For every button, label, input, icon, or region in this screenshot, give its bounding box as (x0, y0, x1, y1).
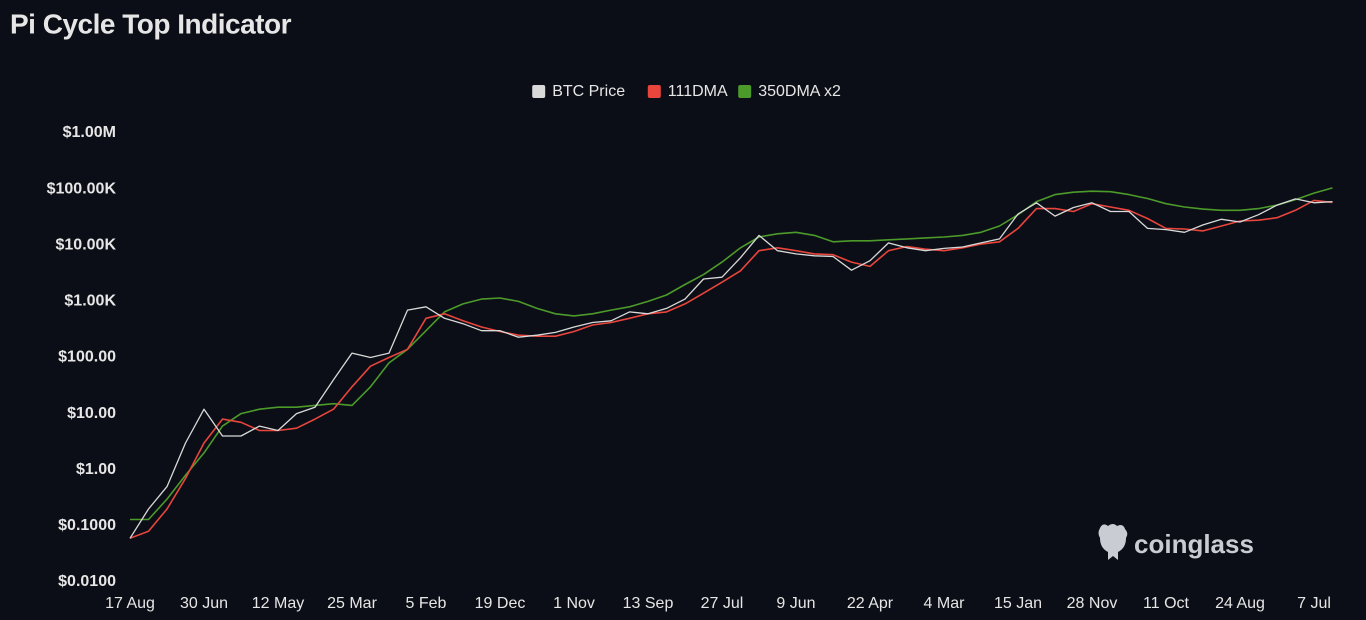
x-tick-label: 19 Dec (475, 595, 526, 612)
x-tick-label: 28 Nov (1067, 595, 1118, 612)
watermark-text: coinglass (1134, 529, 1254, 559)
legend-label: 111DMA (668, 83, 728, 100)
x-tick-label: 1 Nov (553, 595, 595, 612)
legend-label: BTC Price (552, 83, 625, 100)
series-line (129, 199, 1333, 540)
chart-title: Pi Cycle Top Indicator (10, 8, 292, 39)
series-line (130, 187, 1333, 521)
x-tick-label: 25 Mar (327, 595, 377, 612)
y-tick-label: $0.1000 (58, 517, 116, 534)
legend-swatch (738, 85, 752, 98)
x-tick-label: 17 Aug (105, 595, 155, 612)
y-tick-label: $0.0100 (58, 573, 116, 590)
legend-swatch (532, 85, 546, 98)
x-tick-label: 30 Jun (180, 595, 228, 612)
y-tick-label: $1.00K (64, 293, 116, 310)
legend-swatch (647, 85, 661, 98)
x-tick-label: 4 Mar (924, 595, 966, 612)
y-tick-label: $100.00 (58, 349, 116, 366)
x-tick-label: 27 Jul (701, 595, 744, 612)
x-tick-label: 15 Jan (994, 595, 1042, 612)
watermark-logo (1098, 524, 1128, 560)
x-tick-label: 13 Sep (623, 595, 674, 612)
x-tick-label: 9 Jun (776, 595, 815, 612)
legend: BTC Price 111DMA 350DMA x2 (532, 83, 841, 100)
y-tick-label: $10.00K (56, 236, 117, 253)
watermark: coinglass (1098, 524, 1254, 560)
x-tick-label: 11 Oct (1143, 595, 1190, 612)
x-tick-label: 22 Apr (847, 595, 894, 612)
x-tick-label: 12 May (252, 595, 304, 612)
y-tick-label: $1.00 (76, 461, 116, 478)
x-tick-label: 7 Jul (1297, 595, 1331, 612)
y-tick-label: $100.00K (47, 180, 117, 197)
y-tick-label: $10.00 (67, 405, 116, 422)
series-line (129, 198, 1333, 539)
legend-label: 350DMA x2 (758, 83, 841, 100)
y-tick-label: $1.00M (63, 124, 116, 141)
x-tick-label: 24 Aug (1215, 595, 1265, 612)
x-tick-label: 5 Feb (406, 595, 447, 612)
